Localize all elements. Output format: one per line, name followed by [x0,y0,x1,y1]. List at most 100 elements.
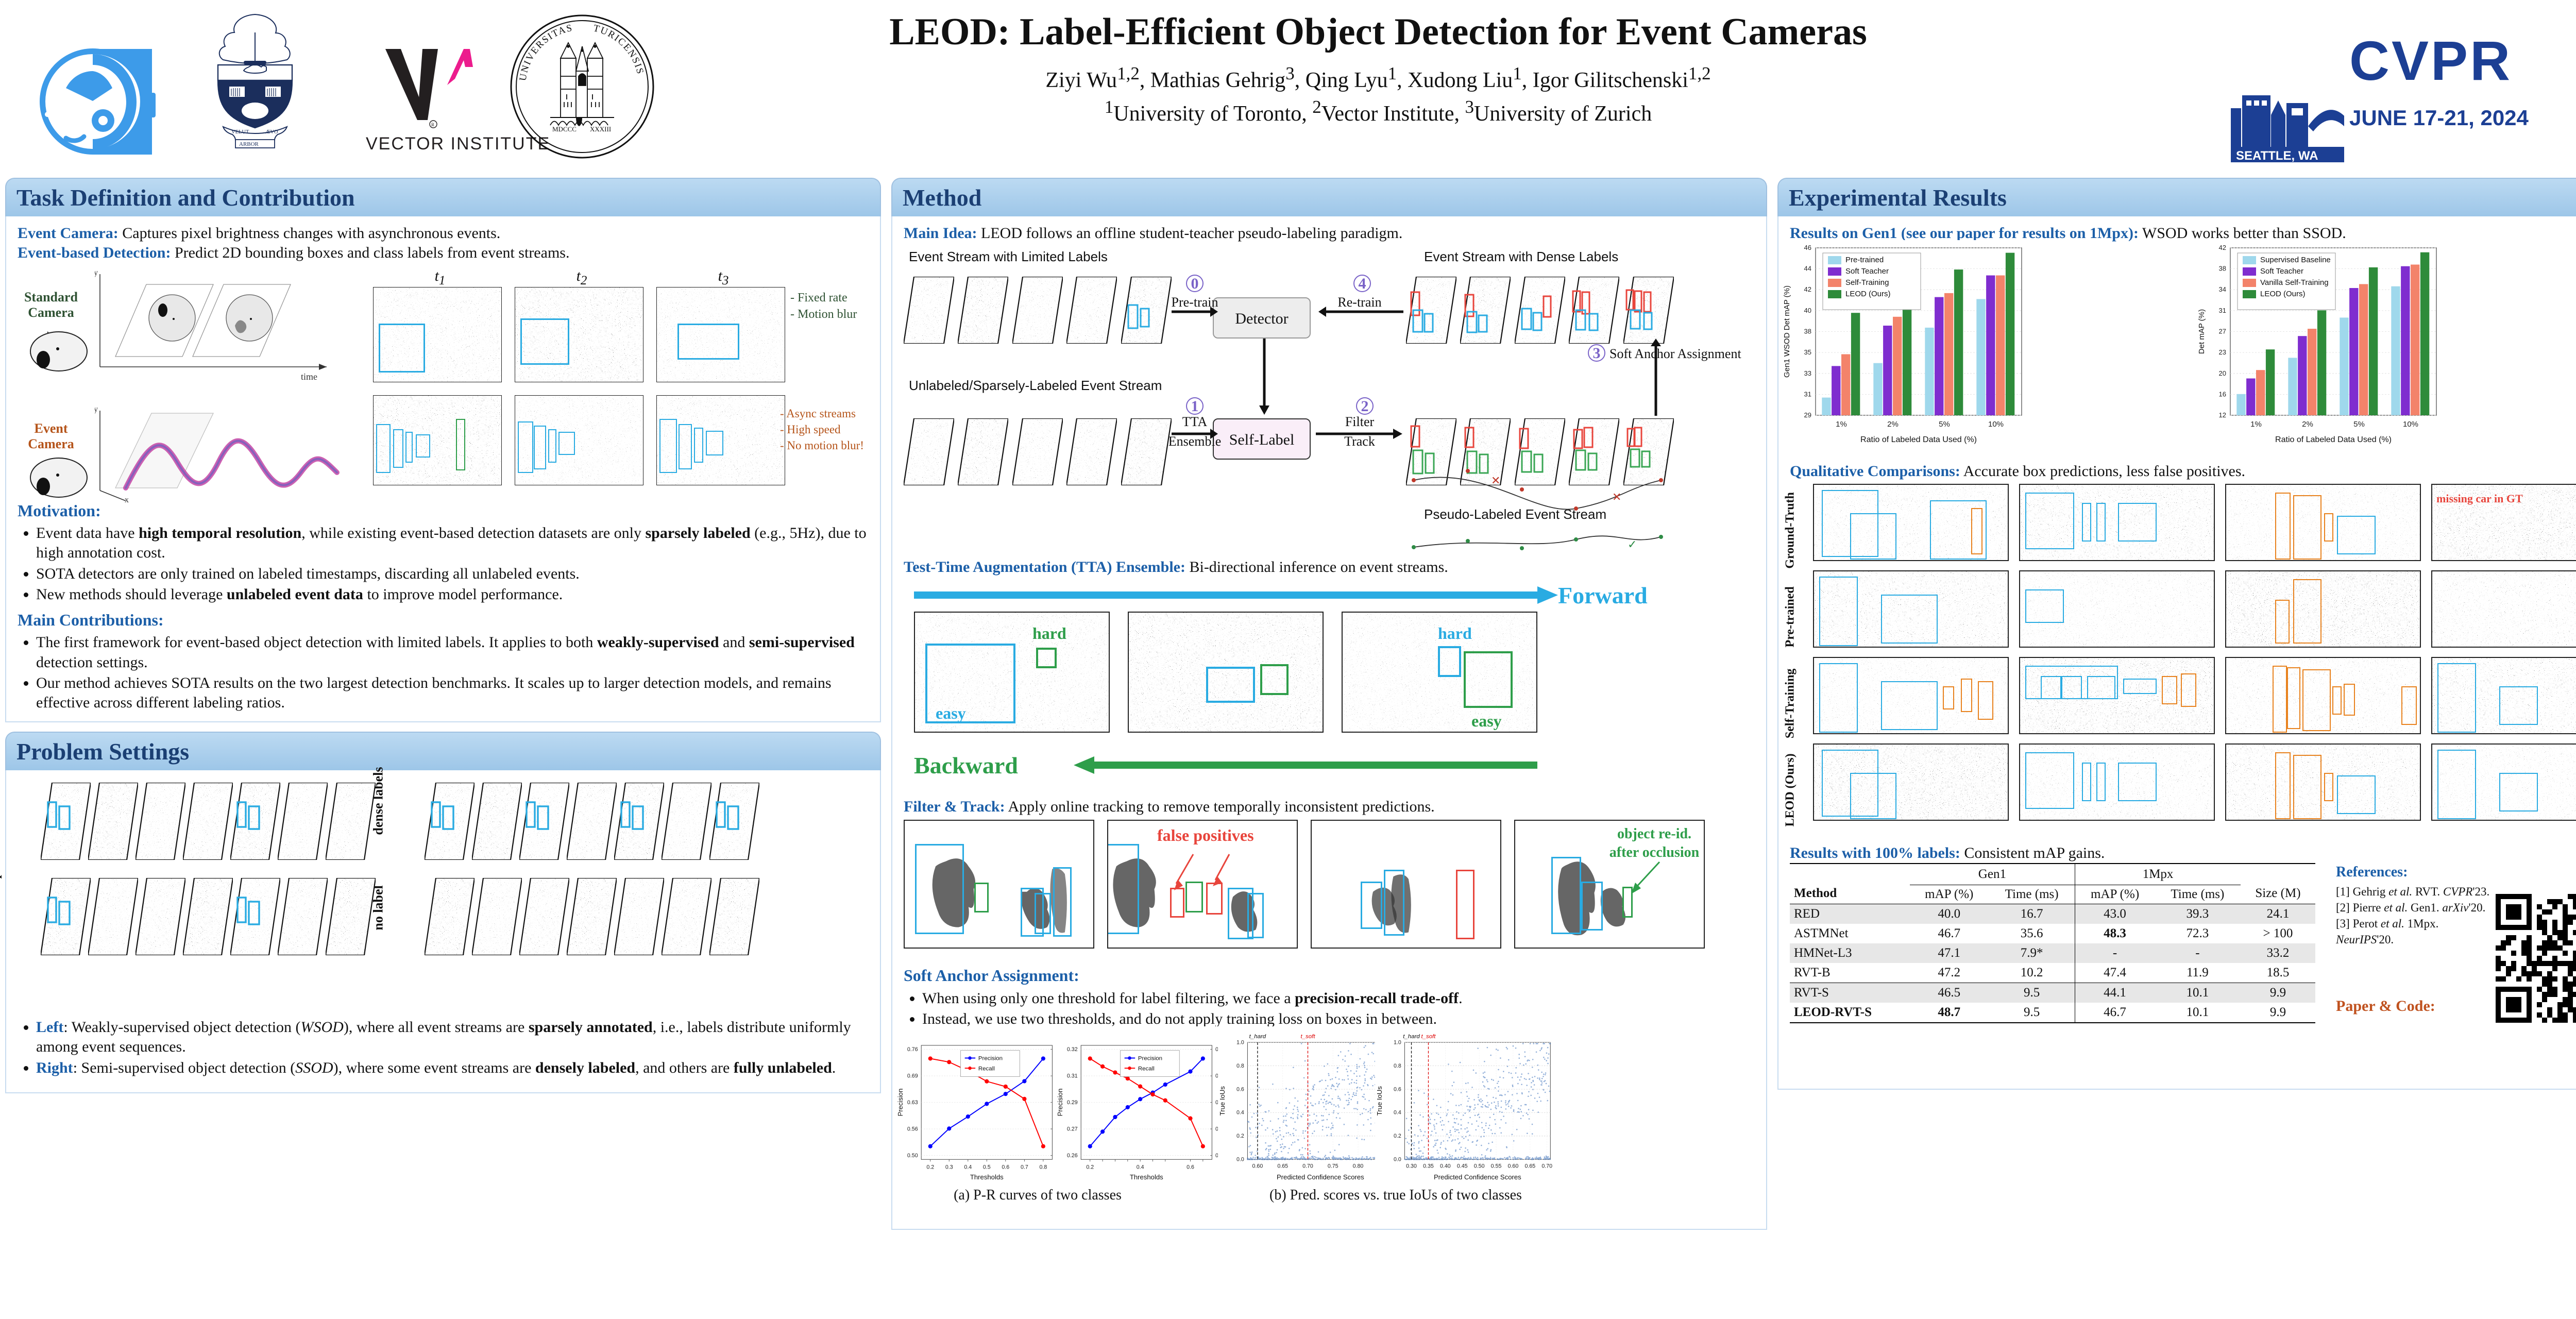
svg-text:LEOD (Ours): LEOD (Ours) [2260,290,2306,298]
svg-text:✕: ✕ [1491,474,1500,487]
svg-text:0.75: 0.75 [1328,1163,1338,1170]
svg-text:16: 16 [2219,391,2226,398]
svg-text:0.70: 0.70 [1541,1163,1552,1170]
svg-text:0.65: 0.65 [1524,1163,1535,1170]
svg-text:Ratio of Labeled Data Used (%): Ratio of Labeled Data Used (%) [2275,435,2392,444]
svg-text:46: 46 [1804,244,1811,251]
svg-text:0.31: 0.31 [1067,1073,1078,1079]
svg-text:Precision: Precision [1056,1089,1064,1117]
svg-text:0.60: 0.60 [1252,1163,1263,1170]
svg-text:0.4: 0.4 [1394,1110,1401,1116]
svg-text:1%: 1% [2250,420,2262,429]
svg-text:42: 42 [2219,244,2226,251]
svg-text:42: 42 [1804,286,1811,294]
svg-text:0.5: 0.5 [983,1164,991,1171]
svg-text:Soft Teacher: Soft Teacher [1845,267,1889,276]
svg-text:Thresholds: Thresholds [970,1173,1004,1181]
svg-text:0.3: 0.3 [945,1164,953,1171]
svg-text:23: 23 [2219,348,2226,356]
svg-text:t_hard: t_hard [1249,1034,1266,1040]
svg-text:1.0: 1.0 [1394,1040,1401,1046]
svg-text:Ratio of Labeled Data Used (%): Ratio of Labeled Data Used (%) [1860,435,1977,444]
svg-text:0.4: 0.4 [964,1164,972,1171]
svg-text:y: y [95,405,98,414]
svg-text:Predicted Confidence Scores: Predicted Confidence Scores [1434,1173,1521,1181]
svg-text:y: y [95,269,98,277]
svg-text:44: 44 [1804,265,1811,273]
svg-text:t_soft: t_soft [1300,1034,1315,1040]
svg-text:0.76: 0.76 [907,1046,918,1053]
svg-text:2%: 2% [1887,420,1899,429]
svg-text:0.0: 0.0 [1236,1157,1244,1163]
svg-text:0.2: 0.2 [1394,1133,1401,1139]
svg-text:Gen1 WSOD Det mAP (%): Gen1 WSOD Det mAP (%) [1783,285,1791,378]
svg-text:34: 34 [2219,286,2226,294]
svg-text:0.70: 0.70 [1302,1163,1313,1170]
svg-text:31: 31 [2219,307,2226,314]
svg-text:0.2: 0.2 [1086,1164,1094,1171]
svg-text:0.4: 0.4 [1236,1110,1244,1116]
svg-text:Supervised Baseline: Supervised Baseline [2260,256,2331,264]
svg-text:x: x [125,496,129,503]
svg-text:0.6: 0.6 [1394,1087,1401,1093]
svg-text:0.56: 0.56 [907,1126,918,1132]
svg-text:38: 38 [1804,328,1811,335]
svg-text:12: 12 [2219,411,2226,419]
svg-text:Precision: Precision [1138,1056,1162,1062]
svg-text:✓: ✓ [1628,538,1637,551]
svg-text:0.80: 0.80 [1353,1163,1364,1170]
svg-text:MDCCC: MDCCC [552,125,577,133]
svg-text:VELUT: VELUT [231,129,249,135]
svg-text:TURICENSIS: TURICENSIS [592,23,646,76]
svg-text:ÆVO: ÆVO [265,129,278,135]
svg-text:ARBOR: ARBOR [239,141,259,147]
svg-text:Precision: Precision [978,1056,1003,1062]
svg-text:0.26: 0.26 [1067,1153,1078,1159]
svg-text:1%: 1% [1836,420,1847,429]
svg-text:5%: 5% [1939,420,1950,429]
svg-text:0.6: 0.6 [1187,1164,1194,1171]
svg-text:2%: 2% [2302,420,2313,429]
svg-text:Vanilla Self-Training: Vanilla Self-Training [2260,278,2329,287]
svg-text:0.8: 0.8 [1394,1063,1401,1069]
svg-text:R: R [431,122,434,127]
svg-text:0.4: 0.4 [1137,1164,1144,1171]
svg-text:0.0: 0.0 [1394,1157,1401,1163]
svg-text:29: 29 [1804,411,1811,419]
svg-text:0.32: 0.32 [1067,1046,1078,1053]
svg-text:XXXIII: XXXIII [590,125,611,133]
svg-text:5%: 5% [2353,420,2365,429]
svg-text:10%: 10% [2403,420,2418,429]
svg-text:0.40: 0.40 [1440,1163,1451,1170]
svg-text:Self-Training: Self-Training [1845,278,1889,287]
svg-text:Det mAP (%): Det mAP (%) [2197,309,2206,354]
svg-text:✕: ✕ [1612,491,1621,503]
svg-text:40: 40 [1804,307,1811,314]
svg-text:0.2: 0.2 [926,1164,934,1171]
svg-text:Soft Teacher: Soft Teacher [2260,267,2303,276]
svg-text:0.30: 0.30 [1406,1163,1417,1170]
svg-text:0.27: 0.27 [1067,1126,1078,1132]
svg-text:0.2: 0.2 [1236,1133,1244,1139]
svg-text:Thresholds: Thresholds [1130,1173,1163,1181]
svg-text:0.55: 0.55 [1491,1163,1502,1170]
svg-text:Recall: Recall [1138,1066,1155,1072]
svg-text:1.0: 1.0 [1236,1040,1244,1046]
svg-text:0.69: 0.69 [907,1073,918,1079]
svg-text:0.50: 0.50 [1474,1163,1485,1170]
svg-text:0.6: 0.6 [1002,1164,1009,1171]
svg-text:27: 27 [2219,328,2226,335]
svg-text:0.35: 0.35 [1423,1163,1434,1170]
svg-text:SEATTLE, WA: SEATTLE, WA [2236,149,2318,162]
svg-text:t_hard: t_hard [1403,1034,1420,1040]
svg-text:0.8: 0.8 [1236,1063,1244,1069]
svg-text:10%: 10% [1988,420,2004,429]
svg-text:0.50: 0.50 [907,1153,918,1159]
svg-text:0.6: 0.6 [1236,1087,1244,1093]
svg-text:time: time [301,371,317,382]
svg-text:True IoUs: True IoUs [1218,1086,1226,1116]
svg-text:0.7: 0.7 [1021,1164,1028,1171]
svg-text:0.45: 0.45 [1457,1163,1468,1170]
svg-text:31: 31 [1804,391,1811,398]
svg-text:0.29: 0.29 [1067,1100,1078,1106]
